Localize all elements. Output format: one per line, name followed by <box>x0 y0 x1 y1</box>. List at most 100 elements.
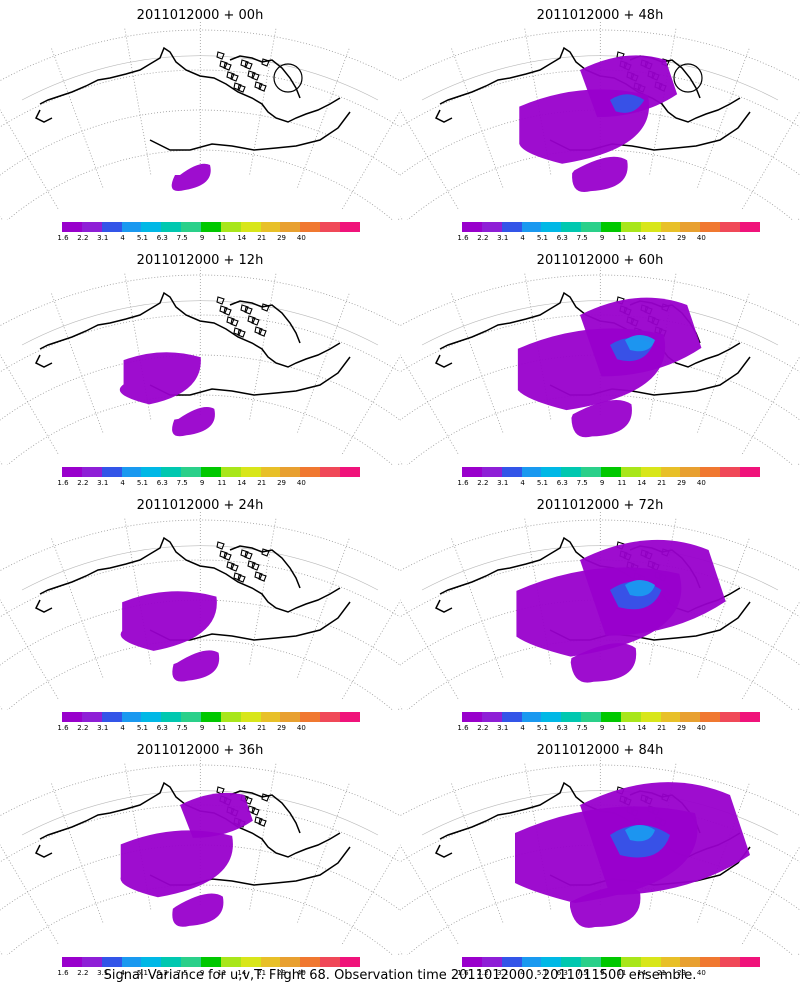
colorbar-label: 40 <box>696 724 706 732</box>
colorbar-label: 2.2 <box>77 969 89 977</box>
colorbar-label: 4 <box>520 234 525 242</box>
colorbar-swatch <box>181 467 202 477</box>
colorbar-label: 6.3 <box>556 479 568 487</box>
colorbar-swatch <box>462 957 482 967</box>
panel-title: 2011012000 + 84h <box>536 743 664 758</box>
colorbar-label: 1.6 <box>457 234 469 242</box>
panel-title: 2011012000 + 24h <box>136 498 264 513</box>
colorbar-swatch <box>280 712 301 722</box>
panel-title: 2011012000 + 36h <box>136 743 264 758</box>
colorbar-label: 7.5 <box>576 969 588 977</box>
colorbar-label: 2.2 <box>77 234 89 242</box>
colorbar-label: 11 <box>217 724 227 732</box>
colorbar-swatch <box>62 222 82 232</box>
colorbar-label: 9 <box>599 479 605 487</box>
colorbar-label: 3.1 <box>97 724 109 732</box>
colorbar-swatch <box>161 222 182 232</box>
colorbar-label: 5.1 <box>536 234 549 242</box>
colorbar-label: 5.1 <box>536 724 549 732</box>
colorbar-label: 29 <box>677 724 686 732</box>
colorbar-swatch <box>62 467 82 477</box>
colorbar-swatch <box>660 222 681 232</box>
variance-blob <box>571 399 632 438</box>
colorbar-label: 4 <box>120 969 125 977</box>
polar-map <box>400 19 800 220</box>
colorbar-label: 9 <box>599 234 605 242</box>
polar-map <box>0 509 400 710</box>
colorbar-label: 5.1 <box>136 479 149 487</box>
colorbar-label: 21 <box>657 479 667 487</box>
colorbar-swatch <box>640 467 661 477</box>
colorbar-swatch <box>501 467 522 477</box>
colorbar-label: 11 <box>217 234 227 242</box>
colorbar-swatch <box>260 957 281 967</box>
colorbar-swatch <box>700 957 721 967</box>
colorbar-label: 2.2 <box>77 479 89 487</box>
colorbar-swatch <box>481 957 502 967</box>
colorbar-swatch <box>720 222 741 232</box>
colorbar-label: 6.3 <box>556 724 568 732</box>
colorbar-label: 21 <box>657 724 667 732</box>
colorbar-label: 9 <box>599 724 605 732</box>
colorbar-label: 6.3 <box>156 234 168 242</box>
colorbar-swatch <box>481 712 502 722</box>
colorbar-swatch <box>620 957 641 967</box>
colorbar-label: 6.3 <box>156 724 168 732</box>
colorbar-swatch <box>462 222 482 232</box>
colorbar-label: 40 <box>696 479 706 487</box>
colorbar <box>462 467 760 477</box>
colorbar <box>62 712 360 722</box>
colorbar-swatch <box>740 467 760 477</box>
colorbar-label: 11 <box>617 234 627 242</box>
variance-blob <box>120 591 217 651</box>
colorbar-swatch <box>481 222 502 232</box>
polar-map <box>0 264 400 465</box>
polar-map <box>0 19 400 220</box>
colorbar-swatch <box>300 467 321 477</box>
colorbar-swatch <box>720 957 741 967</box>
colorbar-swatch <box>700 222 721 232</box>
colorbar-swatch <box>300 712 321 722</box>
colorbar-label: 3.1 <box>497 479 509 487</box>
colorbar-label: 14 <box>637 969 647 977</box>
colorbar-swatch <box>581 712 602 722</box>
colorbar-swatch <box>640 712 661 722</box>
map-panel: 2011012000 + 60h 1.6 2.2 3.1 4 5.1 6.3 7.5 9 11 14… <box>400 245 800 490</box>
colorbar-label: 29 <box>277 724 286 732</box>
colorbar-label: 9 <box>599 969 605 977</box>
colorbar <box>62 467 360 477</box>
variance-blob <box>180 792 253 838</box>
colorbar-label: 9 <box>199 724 205 732</box>
panel-title: 2011012000 + 00h <box>136 8 264 23</box>
colorbar-swatch <box>240 957 261 967</box>
colorbar-swatch <box>260 222 281 232</box>
variance-blob <box>625 335 655 352</box>
panel-title: 2011012000 + 72h <box>536 498 664 513</box>
colorbar-label: 21 <box>657 234 667 242</box>
colorbar-label: 6.3 <box>156 479 168 487</box>
colorbar-label: 4 <box>520 724 525 732</box>
colorbar-swatch <box>561 222 582 232</box>
colorbar-swatch <box>141 712 162 722</box>
colorbar-swatch <box>340 712 360 722</box>
colorbar-swatch <box>81 957 102 967</box>
colorbar-swatch <box>81 467 102 477</box>
colorbar-swatch <box>101 222 122 232</box>
colorbar-label: 3.1 <box>497 234 509 242</box>
colorbar-swatch <box>260 467 281 477</box>
colorbar-label: 4 <box>120 724 125 732</box>
colorbar-label: 40 <box>296 724 306 732</box>
colorbar-label: 3.1 <box>97 234 109 242</box>
colorbar-label: 14 <box>237 234 247 242</box>
colorbar-swatch <box>620 712 641 722</box>
variance-blob <box>625 580 655 597</box>
colorbar-swatch <box>62 712 82 722</box>
colorbar-swatch <box>501 222 522 232</box>
colorbar-label: 3.1 <box>97 969 109 977</box>
colorbar <box>62 222 360 232</box>
variance-blob <box>119 352 201 405</box>
colorbar-label: 14 <box>237 479 247 487</box>
colorbar-swatch <box>561 712 582 722</box>
colorbar-swatch <box>101 957 122 967</box>
colorbar-swatch <box>340 222 360 232</box>
